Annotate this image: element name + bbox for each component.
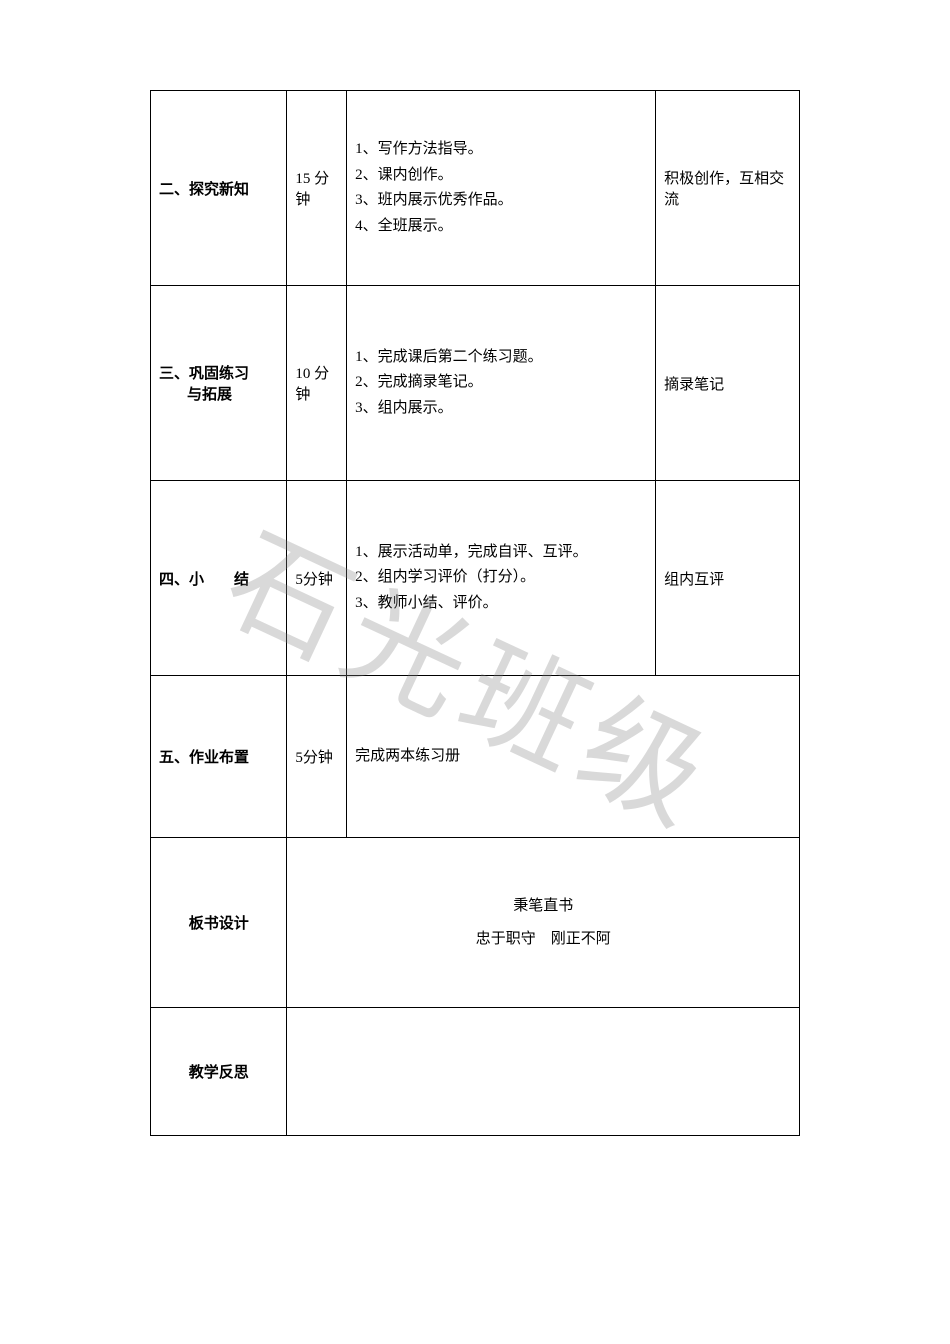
content-cell: 1、展示活动单，完成自评、互评。2、组内学习评价（打分）。3、教师小结、评价。 <box>347 481 656 676</box>
note-cell: 摘录笔记 <box>656 286 800 481</box>
table-row: 五、作业布置 5分钟 完成两本练习册 <box>151 676 800 838</box>
content-cell: 1、完成课后第二个练习题。2、完成摘录笔记。3、组内展示。 <box>347 286 656 481</box>
duration-cell: 15 分钟 <box>287 91 347 286</box>
board-content: 秉笔直书 忠于职守 刚正不阿 <box>287 838 800 1008</box>
section-label: 四、小 结 <box>151 481 287 676</box>
section-label: 三、巩固练习 与拓展 <box>151 286 287 481</box>
note-cell: 积极创作，互相交流 <box>656 91 800 286</box>
duration-cell: 5分钟 <box>287 481 347 676</box>
board-label: 板书设计 <box>151 838 287 1008</box>
board-title: 秉笔直书 <box>295 890 791 923</box>
section-label: 二、探究新知 <box>151 91 287 286</box>
table-row: 二、探究新知 15 分钟 1、写作方法指导。2、课内创作。3、班内展示优秀作品。… <box>151 91 800 286</box>
note-cell: 组内互评 <box>656 481 800 676</box>
label-line1: 三、巩固练习 <box>159 366 249 382</box>
duration-cell: 10 分钟 <box>287 286 347 481</box>
table-row: 教学反思 <box>151 1008 800 1136</box>
lesson-plan-table: 二、探究新知 15 分钟 1、写作方法指导。2、课内创作。3、班内展示优秀作品。… <box>150 90 800 1136</box>
label-line2: 与拓展 <box>159 387 232 403</box>
reflection-label: 教学反思 <box>151 1008 287 1136</box>
table-row: 四、小 结 5分钟 1、展示活动单，完成自评、互评。2、组内学习评价（打分）。3… <box>151 481 800 676</box>
duration-cell: 5分钟 <box>287 676 347 838</box>
section-label: 五、作业布置 <box>151 676 287 838</box>
table-row: 板书设计 秉笔直书 忠于职守 刚正不阿 <box>151 838 800 1008</box>
board-subtitle: 忠于职守 刚正不阿 <box>295 923 791 956</box>
content-cell: 完成两本练习册 <box>347 676 800 838</box>
table-row: 三、巩固练习 与拓展 10 分钟 1、完成课后第二个练习题。2、完成摘录笔记。3… <box>151 286 800 481</box>
content-cell: 1、写作方法指导。2、课内创作。3、班内展示优秀作品。4、全班展示。 <box>347 91 656 286</box>
reflection-content <box>287 1008 800 1136</box>
